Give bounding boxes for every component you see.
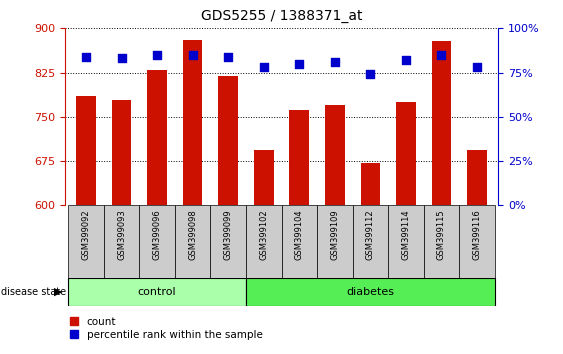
Bar xyxy=(325,105,345,205)
Bar xyxy=(77,96,96,205)
Text: GSM399099: GSM399099 xyxy=(224,209,233,259)
Text: control: control xyxy=(138,287,176,297)
Bar xyxy=(175,205,211,278)
Text: GSM399109: GSM399109 xyxy=(330,209,339,259)
Bar xyxy=(396,102,415,205)
Bar xyxy=(423,205,459,278)
Point xyxy=(224,54,233,59)
Bar xyxy=(211,205,246,278)
Text: ▶: ▶ xyxy=(53,287,62,297)
Point xyxy=(259,64,268,70)
Point xyxy=(366,72,375,77)
Text: GSM399115: GSM399115 xyxy=(437,209,446,259)
Text: GSM399102: GSM399102 xyxy=(259,209,268,259)
Bar xyxy=(282,205,317,278)
Bar xyxy=(352,205,388,278)
Bar xyxy=(317,205,352,278)
Point xyxy=(437,52,446,58)
Point xyxy=(295,61,304,67)
Bar xyxy=(148,70,167,205)
Point xyxy=(153,52,162,58)
Text: GSM399114: GSM399114 xyxy=(401,209,410,259)
Text: GSM399104: GSM399104 xyxy=(295,209,304,259)
Bar xyxy=(254,150,274,205)
Bar xyxy=(246,278,495,306)
Bar xyxy=(218,75,238,205)
Text: diabetes: diabetes xyxy=(346,287,394,297)
Bar xyxy=(68,205,104,278)
Point xyxy=(472,64,481,70)
Bar xyxy=(459,205,495,278)
Text: GDS5255 / 1388371_at: GDS5255 / 1388371_at xyxy=(201,9,362,23)
Point xyxy=(330,59,339,65)
Point xyxy=(401,57,410,63)
Text: GSM399112: GSM399112 xyxy=(366,209,375,259)
Bar xyxy=(467,150,486,205)
Text: GSM399092: GSM399092 xyxy=(82,209,91,259)
Text: disease state: disease state xyxy=(1,287,69,297)
Bar xyxy=(112,100,131,205)
Bar xyxy=(360,163,380,205)
Bar xyxy=(388,205,423,278)
Text: GSM399093: GSM399093 xyxy=(117,209,126,260)
Text: GSM399096: GSM399096 xyxy=(153,209,162,260)
Bar xyxy=(104,205,140,278)
Bar xyxy=(140,205,175,278)
Text: GSM399098: GSM399098 xyxy=(188,209,197,260)
Bar xyxy=(289,110,309,205)
Bar xyxy=(246,205,282,278)
Bar xyxy=(183,40,203,205)
Legend: count, percentile rank within the sample: count, percentile rank within the sample xyxy=(70,317,262,340)
Text: GSM399116: GSM399116 xyxy=(472,209,481,260)
Point xyxy=(188,52,197,58)
Bar xyxy=(432,41,451,205)
Point xyxy=(117,56,126,61)
Bar xyxy=(68,278,246,306)
Point xyxy=(82,54,91,59)
